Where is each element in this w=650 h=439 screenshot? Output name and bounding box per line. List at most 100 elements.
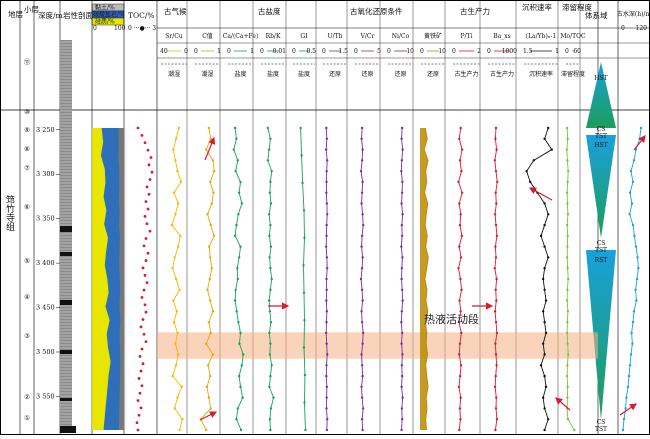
proxy-point: [237, 374, 241, 378]
proxy-point: [325, 234, 328, 238]
proxy-point: [360, 159, 364, 162]
proxy-point: [400, 320, 403, 324]
proxy-point: [209, 331, 212, 335]
proxy-point: [400, 342, 403, 345]
proxy-point: [458, 159, 462, 162]
systems-tract-label: HST: [594, 142, 607, 149]
depth-tick-label: 3 450: [36, 304, 55, 312]
proxy-point: [325, 299, 328, 302]
proxy-point: [359, 277, 363, 281]
systems-tract-triangle: [586, 250, 616, 420]
proxy-point: [267, 213, 271, 216]
proxy-point: [459, 126, 462, 130]
layer-label: ⑨: [24, 126, 30, 134]
proxy-point: [325, 374, 328, 378]
proxy-scale-hi: 0.01: [273, 48, 286, 55]
proxy-point: [360, 202, 363, 205]
proxy-point: [269, 342, 272, 345]
proxy-point: [566, 137, 569, 140]
proxy-point: [302, 209, 306, 212]
header-strat: 地层: [8, 9, 23, 19]
paleo-depth-point: [634, 245, 638, 248]
proxy-point: [324, 331, 328, 335]
paleo-depth-scale-hi: 120: [636, 25, 648, 32]
legend-clay: 黏土/%: [95, 4, 115, 12]
proxy-point: [325, 407, 328, 410]
proxy-point: [212, 234, 216, 238]
proxy-point: [400, 364, 404, 367]
proxy-point: [236, 277, 239, 281]
proxy-note: 还原: [361, 71, 373, 78]
toc-point: [143, 303, 147, 307]
proxy-point: [235, 310, 238, 313]
proxy-point: [400, 310, 404, 313]
proxy-point: [269, 180, 272, 184]
proxy-point: [400, 234, 404, 238]
proxy-point: [209, 180, 212, 184]
proxy-point: [171, 267, 174, 270]
proxy-point: [360, 320, 364, 324]
proxy-point: [565, 256, 569, 259]
proxy-point: [325, 169, 328, 173]
proxy-point: [459, 277, 462, 281]
proxy-point: [544, 331, 548, 335]
proxy-point: [460, 148, 464, 151]
proxy-point: [543, 223, 546, 227]
proxy-point: [495, 396, 498, 399]
paleo-depth-point: [631, 342, 634, 345]
legend-quartz: 硅质/%: [95, 18, 115, 26]
proxy-point: [360, 310, 363, 313]
proxy-point: [236, 159, 239, 162]
proxy-point: [174, 342, 177, 345]
paleo-depth-point: [634, 288, 637, 291]
proxy-point: [400, 428, 403, 432]
proxy-series-line: [200, 127, 215, 431]
trend-arrow: [633, 135, 646, 151]
proxy-point: [458, 353, 461, 356]
toc-point: [140, 133, 144, 137]
proxy-note: 还原: [427, 71, 439, 78]
proxy-point: [493, 159, 496, 162]
layer-label: ③: [24, 332, 30, 340]
paleo-depth-point: [621, 428, 625, 432]
proxy-point: [212, 191, 215, 194]
toc-point: [140, 384, 144, 388]
proxy-point: [400, 267, 404, 270]
proxy-point: [268, 310, 272, 313]
group-redox: 古氧化还原条件: [350, 6, 403, 16]
header-toc: TOC/%: [128, 11, 155, 20]
toc-point: [138, 354, 142, 358]
proxy-point: [494, 288, 497, 291]
proxy-point: [324, 148, 328, 151]
proxy-point: [267, 148, 271, 151]
depth-tick-label: 3 350: [36, 215, 55, 223]
proxy-point: [494, 169, 498, 173]
proxy-point: [400, 202, 403, 205]
hydrothermal-label: 热液活动段: [424, 312, 479, 326]
proxy-point: [400, 331, 404, 335]
proxy-note: 古生产力: [454, 70, 478, 78]
proxy-point: [460, 191, 464, 194]
proxy-point: [495, 234, 499, 238]
proxy-point: [400, 385, 403, 389]
proxy-point: [495, 331, 499, 335]
paleo-depth-point: [630, 331, 633, 335]
proxy-series-line: [526, 127, 553, 431]
toc-point: [137, 413, 141, 417]
legend-scale-b: 100: [114, 25, 126, 32]
layer-label: ⑥: [24, 203, 30, 211]
proxy-point: [176, 396, 179, 399]
lithology-black-band: [60, 300, 72, 305]
proxy-point: [493, 385, 497, 389]
proxy-scale-hi: 10: [406, 48, 414, 55]
proxy-point: [299, 126, 302, 130]
proxy-point: [177, 353, 180, 356]
proxy-note: 滞留程度: [561, 70, 585, 78]
proxy-point: [360, 418, 364, 421]
proxy-point: [325, 202, 329, 205]
proxy-point: [173, 407, 176, 410]
toc-point: [143, 141, 147, 145]
proxy-scale-hi: 1: [250, 48, 254, 55]
proxy-point: [325, 428, 329, 432]
trend-arrow: [199, 411, 218, 421]
